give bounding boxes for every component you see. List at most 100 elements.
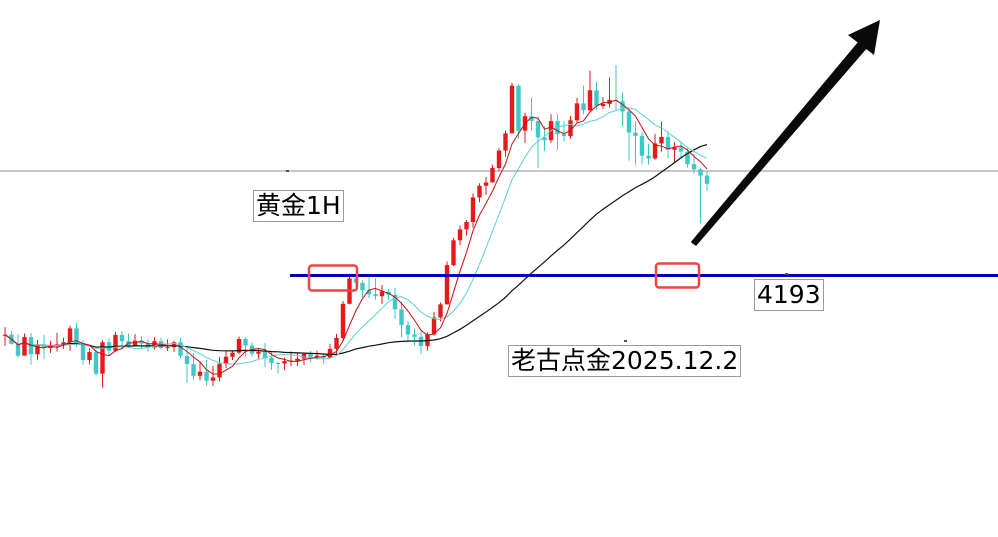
candle-up xyxy=(35,344,40,355)
candle-down xyxy=(561,134,567,137)
candle-down xyxy=(262,351,268,358)
candle-down xyxy=(698,169,703,176)
candle-down xyxy=(366,290,372,295)
candle-down xyxy=(581,103,586,111)
candle-up xyxy=(327,348,333,358)
candle-down xyxy=(678,147,684,152)
forecast-arrow-body xyxy=(692,41,868,246)
candle-up xyxy=(217,363,222,378)
candle-down xyxy=(360,282,365,291)
candle-down xyxy=(639,135,645,156)
support-price-label: 4193 xyxy=(754,279,824,311)
candle-down xyxy=(633,132,638,136)
candle-down xyxy=(594,90,599,107)
candle-down xyxy=(542,137,547,141)
highlight-box-breakout xyxy=(307,264,359,292)
candle-down xyxy=(275,363,281,364)
candle-up xyxy=(470,197,476,222)
candle-up xyxy=(87,352,92,360)
candle-up xyxy=(490,168,495,183)
candle-up xyxy=(659,136,664,144)
candle-down xyxy=(412,334,417,337)
candle-up xyxy=(438,304,443,318)
candle-up xyxy=(600,103,606,107)
candle-down xyxy=(646,155,651,159)
candle-down xyxy=(41,344,47,348)
candle-up xyxy=(282,361,287,364)
chart-title: 黄金1H xyxy=(253,190,344,222)
candle-up xyxy=(483,182,489,186)
candle-up xyxy=(67,328,73,343)
candle-down xyxy=(516,85,521,131)
forecast-arrow-head xyxy=(848,20,880,55)
candle-up xyxy=(100,342,105,374)
candle-down xyxy=(74,328,79,343)
candle-up xyxy=(132,340,138,346)
candle-down xyxy=(184,355,190,365)
candle-up xyxy=(236,339,242,353)
candle-down xyxy=(15,343,21,356)
candle-up xyxy=(256,351,261,354)
candle-up xyxy=(165,347,170,349)
candle-down xyxy=(373,294,378,297)
candles-group xyxy=(2,65,710,388)
candle-down xyxy=(685,151,690,165)
candle-down xyxy=(620,101,625,112)
candle-up xyxy=(301,354,307,359)
candle-up xyxy=(295,358,300,361)
candle-up xyxy=(503,133,508,151)
candle-up xyxy=(340,303,346,338)
candle-up xyxy=(568,120,573,137)
candle-down xyxy=(178,342,183,356)
candle-up xyxy=(230,352,235,357)
candle-up xyxy=(61,342,66,345)
candle-up xyxy=(48,346,53,348)
candle-up xyxy=(210,377,216,381)
title-anchor-mark xyxy=(286,170,289,172)
candle-down xyxy=(392,294,398,310)
candle-down xyxy=(555,121,560,135)
candle-down xyxy=(80,342,86,360)
candle-up xyxy=(587,90,593,111)
candle-up xyxy=(444,265,450,305)
candle-down xyxy=(665,136,671,150)
candle-down xyxy=(191,364,196,376)
candle-up xyxy=(334,337,339,349)
candle-up xyxy=(574,103,580,121)
candle-up xyxy=(509,85,515,134)
candle-down xyxy=(308,354,313,358)
ma-fast-line xyxy=(4,99,708,375)
candle-down xyxy=(93,352,99,374)
candle-up xyxy=(113,334,118,351)
candle-up xyxy=(464,222,469,230)
candle-up xyxy=(314,355,320,358)
ma-mid-line xyxy=(4,107,708,365)
candle-up xyxy=(496,150,502,168)
candle-down xyxy=(535,121,541,138)
watermark-anchor-mark xyxy=(624,340,627,342)
candle-up xyxy=(477,185,482,198)
ma-slow-line xyxy=(4,144,708,356)
candle-up xyxy=(652,143,658,159)
candle-down xyxy=(704,175,710,184)
candle-down xyxy=(119,334,125,342)
candle-up xyxy=(379,291,385,297)
candle-down xyxy=(405,325,411,335)
support-anchor-mark xyxy=(785,273,788,275)
candle-down xyxy=(269,357,274,363)
candle-up xyxy=(672,147,677,150)
watermark-text: 老古点金2025.12.2 xyxy=(508,345,742,377)
candle-up xyxy=(451,240,456,266)
candle-down xyxy=(529,116,534,122)
highlight-box-retest xyxy=(654,262,701,289)
candle-up xyxy=(197,371,203,376)
candle-down xyxy=(139,340,144,344)
candle-down xyxy=(204,371,209,381)
candle-up xyxy=(431,317,437,335)
forecast-arrow-shaft xyxy=(690,41,862,244)
candle-up xyxy=(152,341,157,348)
candle-down xyxy=(399,309,404,326)
candle-down xyxy=(243,339,248,346)
candle-up xyxy=(22,337,27,356)
